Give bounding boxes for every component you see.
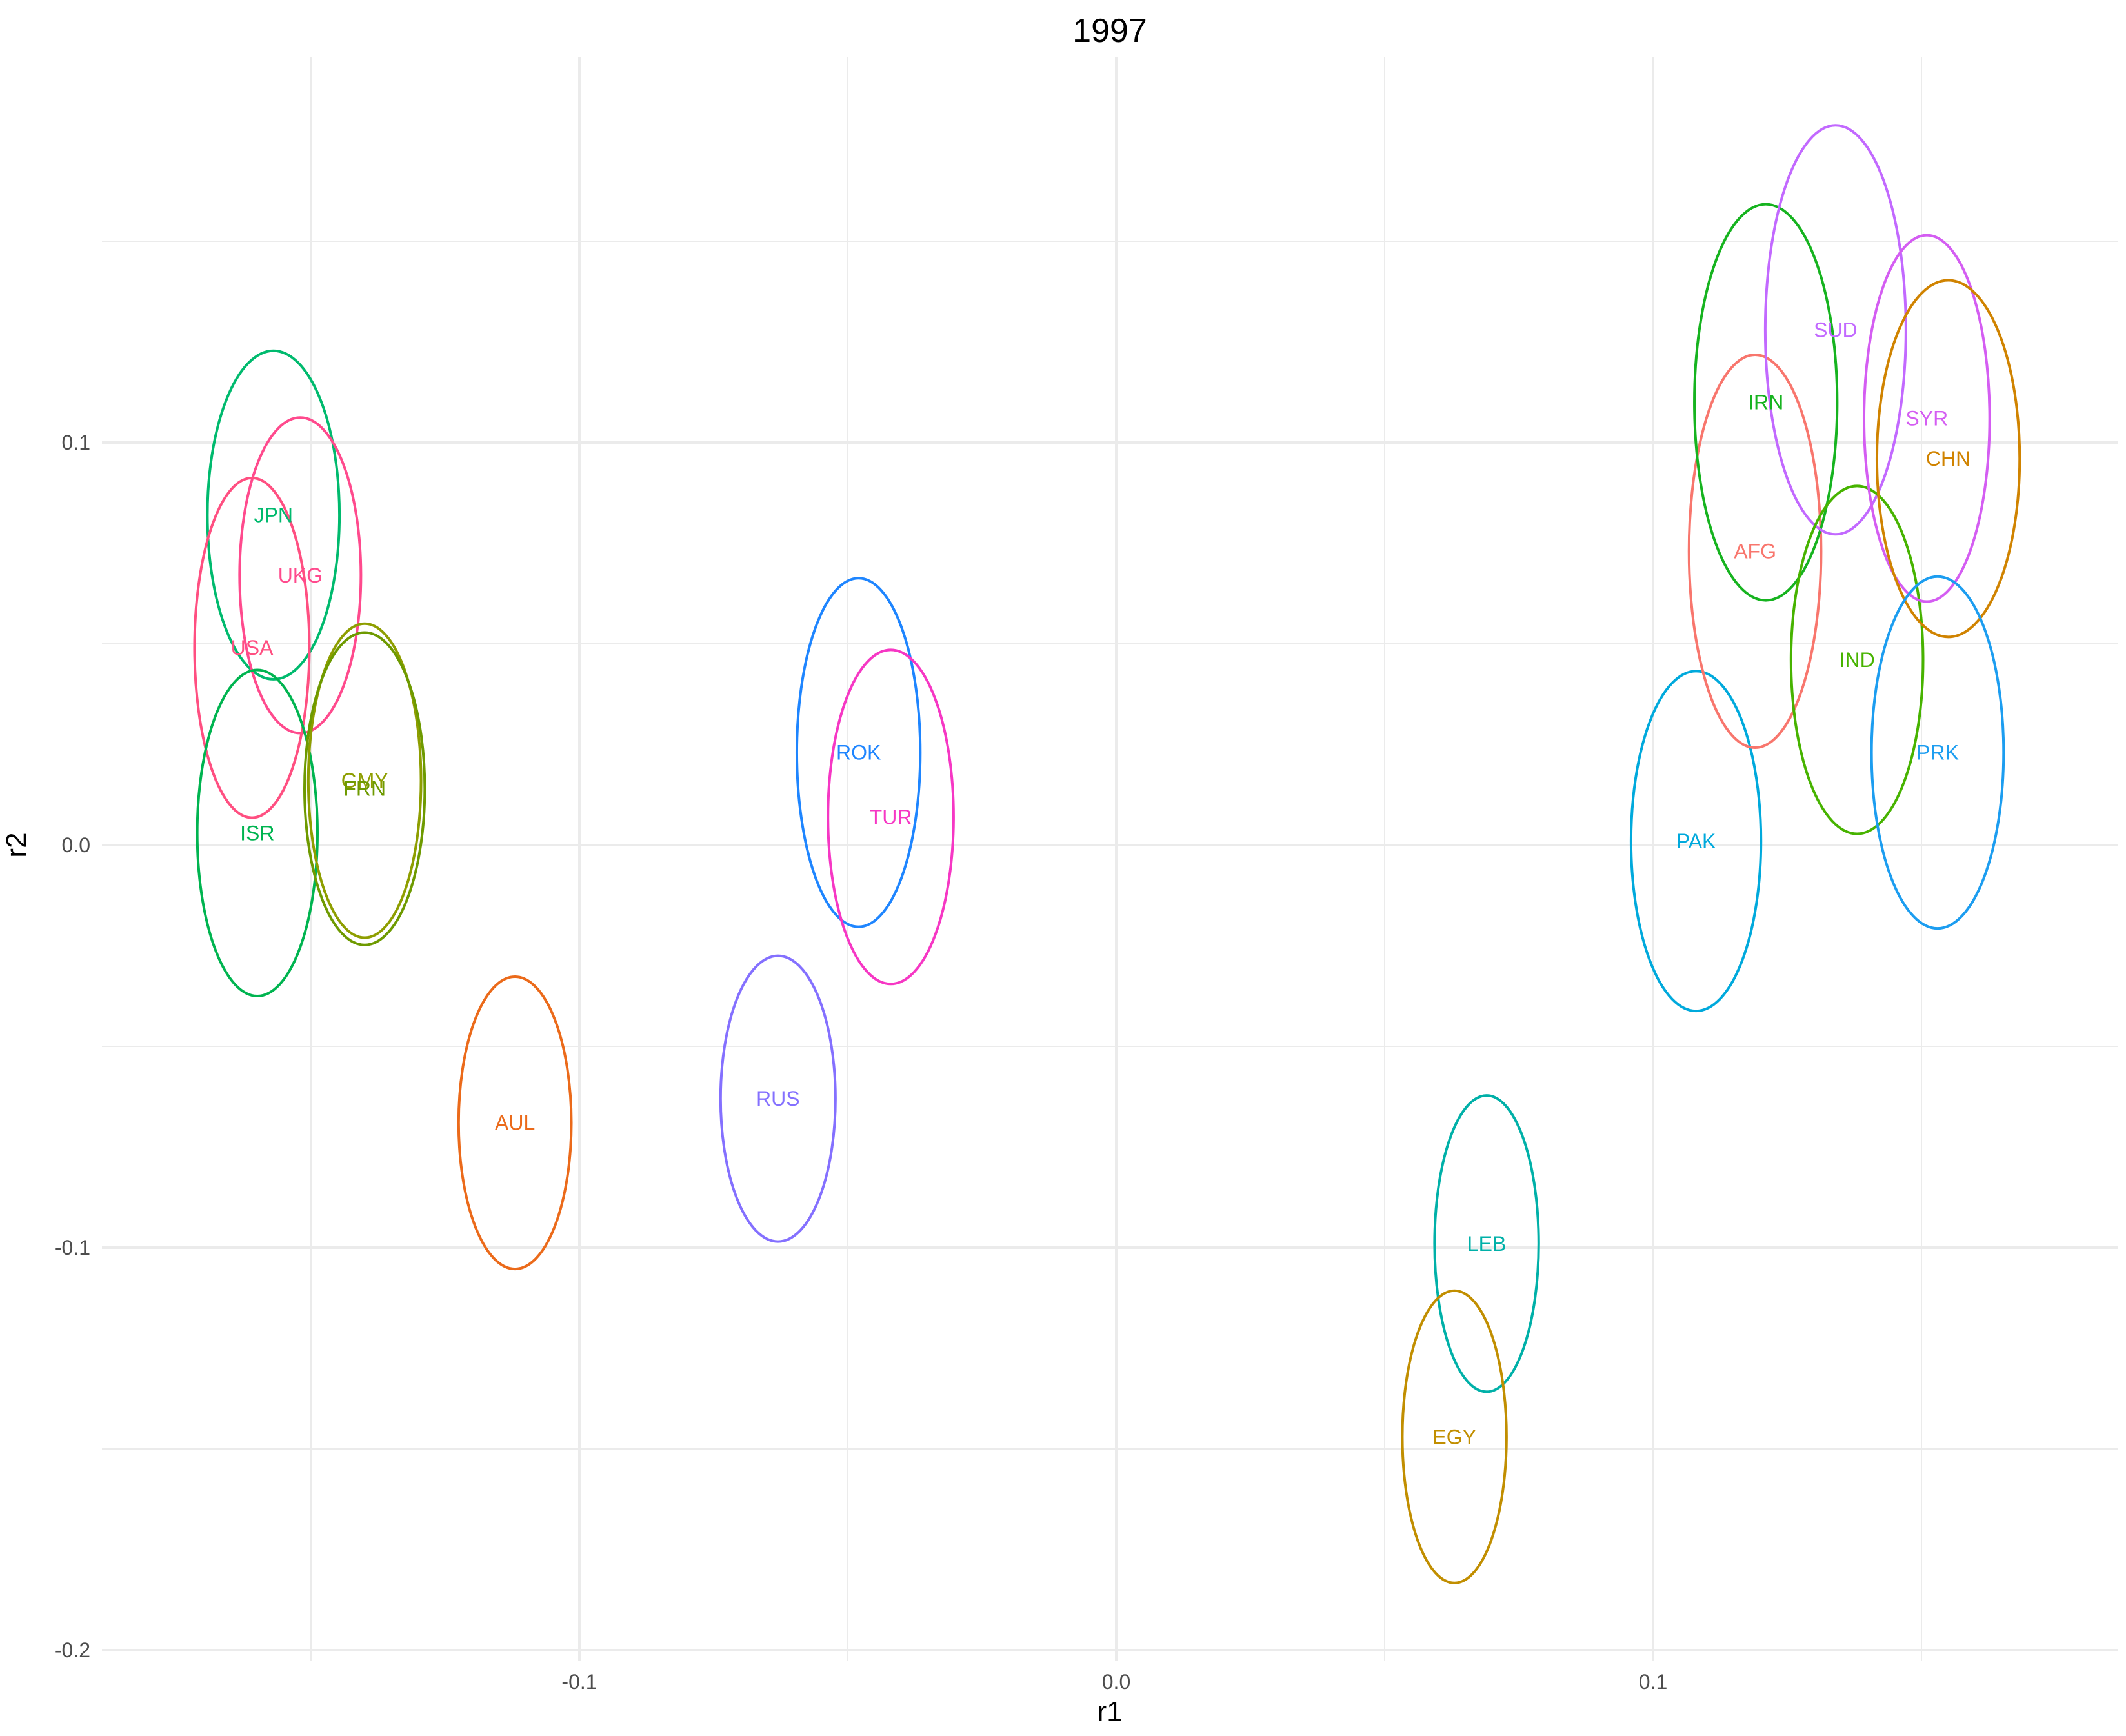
- x-tick-label: -0.1: [561, 1670, 597, 1693]
- point-label-irn: IRN: [1748, 391, 1783, 414]
- ellipse-leb: [1433, 1094, 1540, 1393]
- point-label-leb: LEB: [1467, 1232, 1506, 1255]
- point-label-afg: AFG: [1734, 539, 1776, 563]
- ellipse-afg: [1687, 353, 1823, 749]
- ellipse-egy: [1401, 1289, 1508, 1584]
- point-label-jpn: JPN: [254, 503, 293, 526]
- point-label-rok: ROK: [836, 741, 881, 764]
- ellipse-rus: [719, 954, 837, 1243]
- point-label-egy: EGY: [1432, 1425, 1476, 1448]
- x-axis-ticks: -0.1 0.0 0.1: [561, 1670, 1667, 1693]
- x-axis-title: r1: [1097, 1696, 1122, 1728]
- point-label-gmy: GMY: [341, 769, 388, 792]
- y-tick-label: 0.1: [62, 431, 90, 454]
- point-label-sud: SUD: [1814, 318, 1858, 341]
- confidence-ellipses: [193, 124, 2021, 1584]
- ellipse-ukg: [238, 416, 363, 735]
- y-tick-label: 0.0: [62, 833, 90, 857]
- y-tick-label: -0.2: [55, 1639, 90, 1662]
- grid-lines: [102, 57, 2118, 1661]
- ellipse-isr: [196, 668, 319, 998]
- ellipse-sud: [1763, 124, 1907, 536]
- ellipse-pak: [1629, 670, 1763, 1013]
- y-tick-label: -0.1: [55, 1236, 90, 1259]
- y-axis-title: r2: [1, 832, 32, 857]
- ellipse-irn: [1693, 203, 1839, 602]
- point-label-isr: ISR: [240, 821, 274, 844]
- ellipse-gmy: [306, 622, 423, 939]
- ellipse-tur: [827, 648, 955, 986]
- point-label-frn: FRN: [343, 777, 386, 801]
- ellipse-rok: [795, 577, 922, 928]
- point-label-usa: USA: [231, 636, 274, 659]
- ellipse-usa: [193, 476, 311, 819]
- point-label-rus: RUS: [756, 1087, 800, 1110]
- ellipse-jpn: [206, 349, 341, 681]
- point-label-chn: CHN: [1926, 447, 1971, 470]
- ellipse-aul: [457, 975, 573, 1271]
- ellipse-prk: [1870, 575, 2005, 930]
- point-label-pak: PAK: [1676, 830, 1716, 853]
- point-label-syr: SYR: [1905, 407, 1948, 430]
- ellipse-frn: [303, 631, 426, 946]
- ellipse-chn: [1875, 279, 2021, 639]
- x-tick-label: 0.1: [1639, 1670, 1667, 1693]
- chart-title: 1997: [1072, 12, 1147, 50]
- y-axis-ticks: -0.2 -0.1 0.0 0.1: [55, 431, 90, 1662]
- ellipse-syr: [1862, 234, 1991, 603]
- ellipse-ind: [1789, 484, 1925, 835]
- x-tick-label: 0.0: [1102, 1670, 1130, 1693]
- point-label-tur: TUR: [870, 805, 912, 828]
- point-label-aul: AUL: [495, 1112, 535, 1135]
- point-label-ind: IND: [1840, 648, 1875, 672]
- point-label-ukg: UKG: [278, 564, 323, 587]
- point-label-prk: PRK: [1916, 741, 1959, 764]
